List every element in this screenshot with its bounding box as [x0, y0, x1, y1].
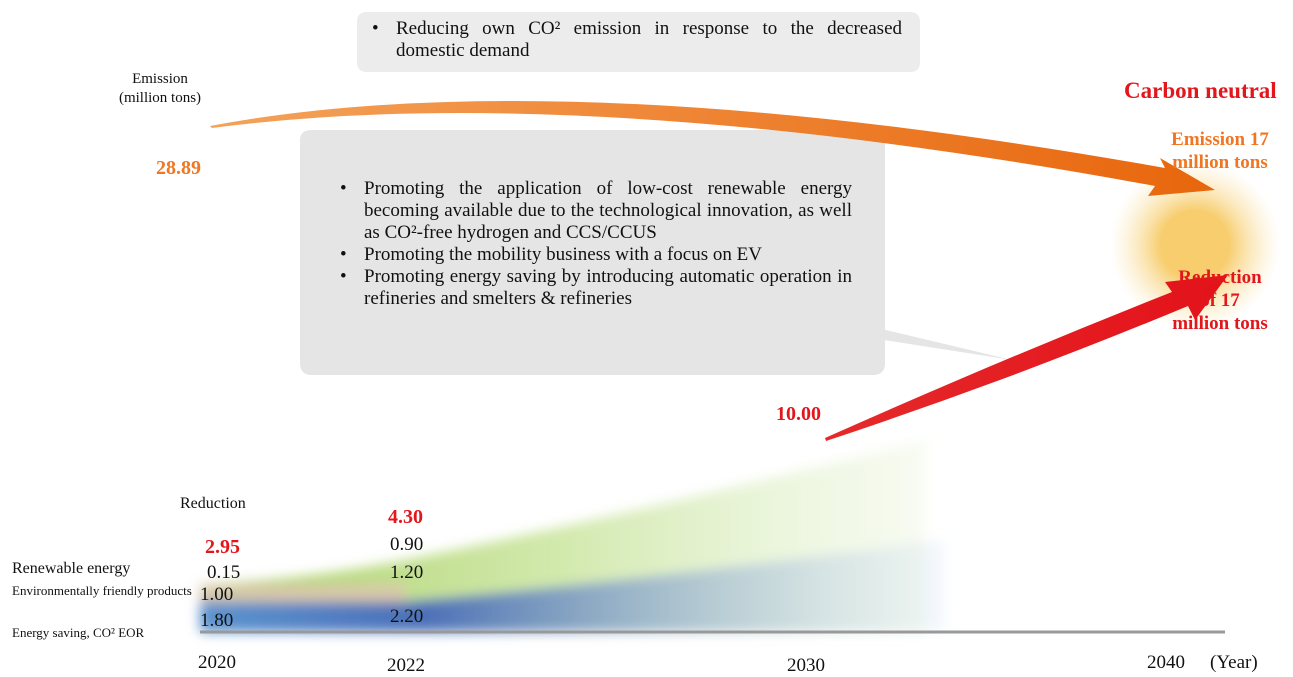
goal: Carbon neutral: [1124, 78, 1277, 103]
label-line: (million tons): [118, 90, 202, 106]
main-note: Promoting the application of low-cost re…: [340, 178, 852, 310]
year: 2040: [1147, 652, 1185, 673]
emission-label: Emission (million tons): [105, 70, 215, 108]
bullet: Promoting the application of low-cost re…: [340, 178, 852, 244]
reduction-arrow: [825, 275, 1228, 441]
total-2020: 2.95: [205, 536, 240, 558]
label-line: Emission: [132, 71, 188, 87]
value: 1.80: [200, 610, 234, 631]
year-unit: (Year): [1210, 652, 1258, 673]
emission-arrow: [210, 100, 1215, 196]
category-label: Energy saving, CO² EOR: [12, 625, 145, 640]
bullet: Promoting energy saving by introducing a…: [340, 266, 852, 310]
year: 2022: [387, 655, 425, 676]
reduction-label: Reduction: [180, 495, 246, 512]
value: 0.90: [390, 534, 424, 555]
top-note: Reducing own CO² emission in response to…: [372, 18, 902, 62]
end-reduction: Reduction of 17 million tons: [1172, 267, 1268, 334]
year: 2030: [787, 655, 825, 676]
reduction-areas: [200, 440, 945, 632]
value: 2.20: [390, 606, 424, 627]
category-label: Renewable energy: [12, 560, 131, 577]
value: 1.00: [200, 584, 234, 605]
end-emission: Emission 17 million tons: [1171, 129, 1269, 173]
value: 1.20: [390, 562, 424, 583]
goal-glow: [1110, 160, 1280, 330]
bullet: Promoting the mobility business with a f…: [340, 244, 852, 266]
total-2022: 4.30: [388, 506, 423, 528]
category-label: Environmentally friendly products: [12, 583, 192, 598]
start-emission: 28.89: [156, 157, 201, 179]
saving-area: [200, 540, 945, 632]
bullet: Reducing own CO² emission in response to…: [372, 18, 902, 62]
reduction-2030: 10.00: [776, 403, 821, 425]
year: 2020: [198, 652, 236, 673]
value: 0.15: [207, 562, 241, 583]
